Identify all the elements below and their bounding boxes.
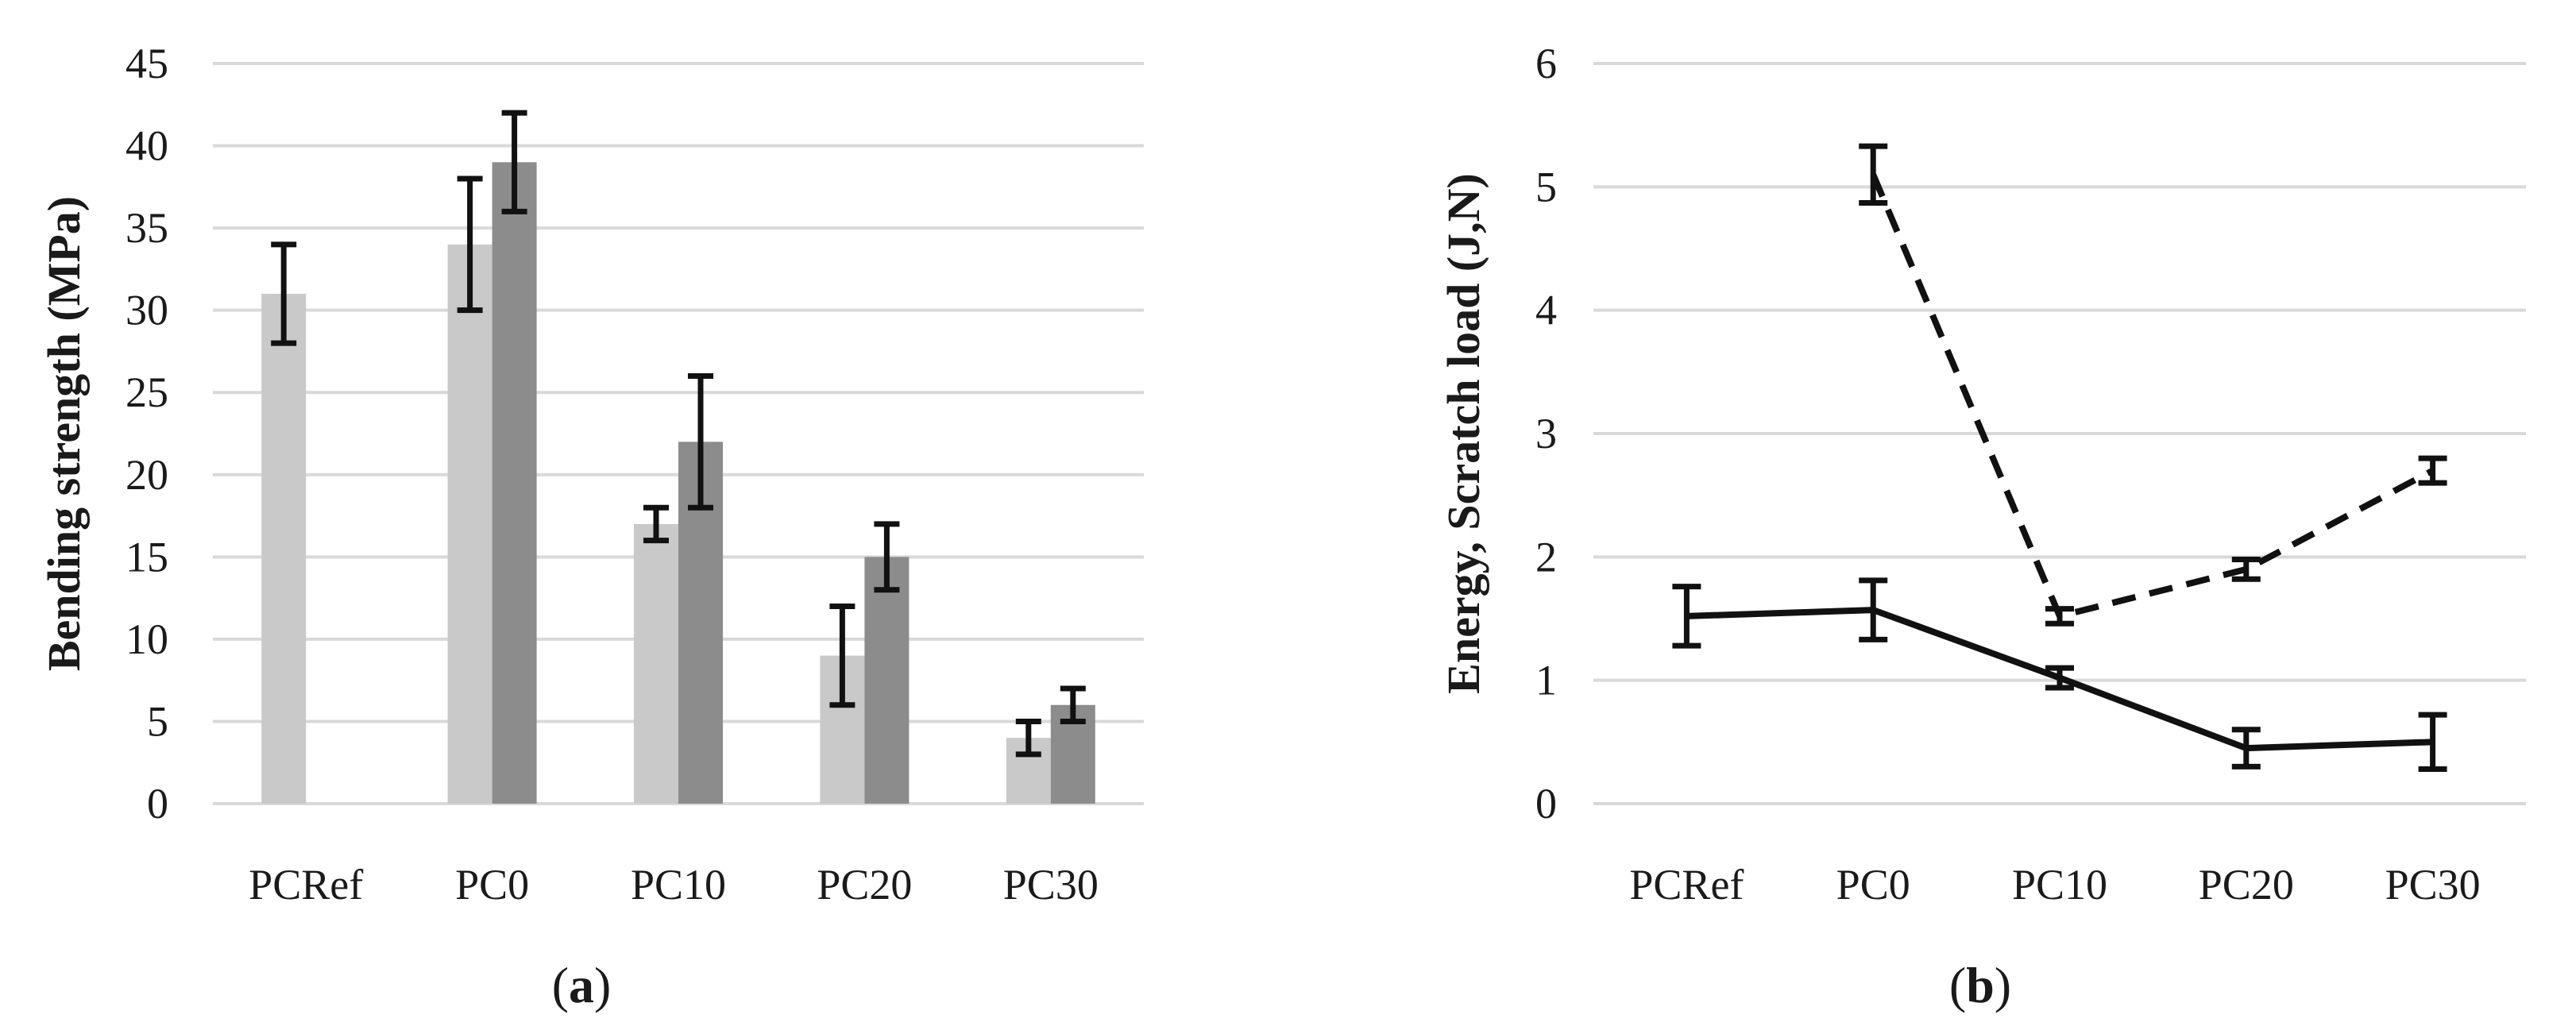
error-bar-b-dashed-pc30 — [2418, 455, 2447, 486]
y-tick-label-b-5: 5 — [1535, 163, 1557, 210]
x-tick-label-b-pc10: PC10 — [2012, 861, 2107, 908]
y-tick-label-a-4: 20 — [126, 451, 168, 499]
y-tick-label-a-1: 5 — [147, 697, 168, 745]
error-bar-b-dashed-pc10 — [2045, 606, 2074, 627]
error-bar-a-s1-pc30 — [1015, 718, 1041, 758]
y-tick-label-b-0: 0 — [1535, 780, 1557, 827]
y-tick-label-a-0: 0 — [147, 780, 168, 827]
error-bar-b-solid-pc0 — [1859, 577, 1888, 642]
x-tick-label-a-pc30: PC30 — [1003, 861, 1099, 908]
error-bar-a-s2-pc30 — [1060, 685, 1086, 724]
error-bar-b-dashed-pc0 — [1859, 143, 1888, 206]
y-tick-label-b-3: 3 — [1535, 410, 1557, 457]
error-bar-a-s1-pc0 — [457, 176, 483, 314]
bar-a-s2-pc20 — [864, 557, 910, 804]
bar-a-s1-pc10 — [634, 523, 678, 804]
x-tick-label-a-pc20: PC20 — [817, 861, 912, 908]
error-bar-b-solid-pc20 — [2231, 727, 2261, 770]
y-tick-label-b-4: 4 — [1535, 287, 1557, 334]
x-tick-label-b-pcref: PCRef — [1629, 861, 1744, 908]
error-bar-b-solid-pc30 — [2418, 712, 2447, 773]
error-bar-a-s1-pc10 — [643, 504, 669, 544]
error-bar-a-s1-pc20 — [829, 603, 855, 708]
error-bar-a-s2-pc10 — [688, 373, 713, 511]
panel-b-label: (b) — [1949, 957, 2011, 1013]
y-axis-label-b: Energy, Scratch load (J,N) — [1438, 173, 1489, 694]
x-tick-label-b-pc0: PC0 — [1836, 861, 1910, 908]
y-tick-label-a-2: 10 — [126, 615, 168, 663]
bar-a-s1-pcref — [261, 293, 307, 804]
error-bar-b-dashed-pc20 — [2231, 556, 2261, 582]
error-bar-a-s1-pcref — [271, 241, 297, 346]
bar-a-s1-pc0 — [447, 244, 492, 804]
y-tick-label-a-7: 35 — [126, 204, 168, 252]
y-axis-label-a: Bending strength (MPa) — [38, 196, 90, 671]
series-line-b-dashed — [1870, 173, 2435, 620]
x-tick-label-b-pc30: PC30 — [2385, 861, 2481, 908]
x-tick-label-b-pc20: PC20 — [2199, 861, 2294, 908]
panel-a-label: (a) — [552, 957, 612, 1013]
error-bar-b-solid-pcref — [1672, 584, 1701, 649]
bar-a-s2-pc0 — [492, 162, 537, 804]
y-tick-label-a-8: 40 — [126, 122, 168, 170]
y-tick-label-b-1: 1 — [1535, 657, 1557, 704]
panel-b-energy-scratch-chart: 0 1 2 3 4 5 6 PCRef PC0 PC10 PC20 PC30 Energy, Scrat… — [1438, 40, 2526, 908]
error-bar-a-s2-pc20 — [874, 521, 900, 593]
y-tick-label-a-3: 15 — [126, 533, 168, 580]
y-tick-label-a-6: 30 — [126, 287, 168, 334]
x-tick-label-a-pc0: PC0 — [455, 861, 529, 908]
y-tick-label-a-9: 45 — [126, 40, 168, 87]
y-tick-label-b-6: 6 — [1535, 40, 1557, 87]
error-bar-b-solid-pc10 — [2045, 665, 2074, 691]
error-bar-a-s2-pc0 — [501, 110, 527, 214]
x-tick-label-a-pcref: PCRef — [249, 861, 363, 908]
y-tick-label-a-5: 25 — [126, 368, 168, 416]
x-tick-label-a-pc10: PC10 — [631, 861, 726, 908]
panel-a-bending-strength-chart: 0 5 10 15 20 25 30 35 40 45 PCRef PC0 PC10 PC20 PC30 Be… — [38, 40, 1144, 908]
y-tick-label-b-2: 2 — [1535, 533, 1557, 580]
